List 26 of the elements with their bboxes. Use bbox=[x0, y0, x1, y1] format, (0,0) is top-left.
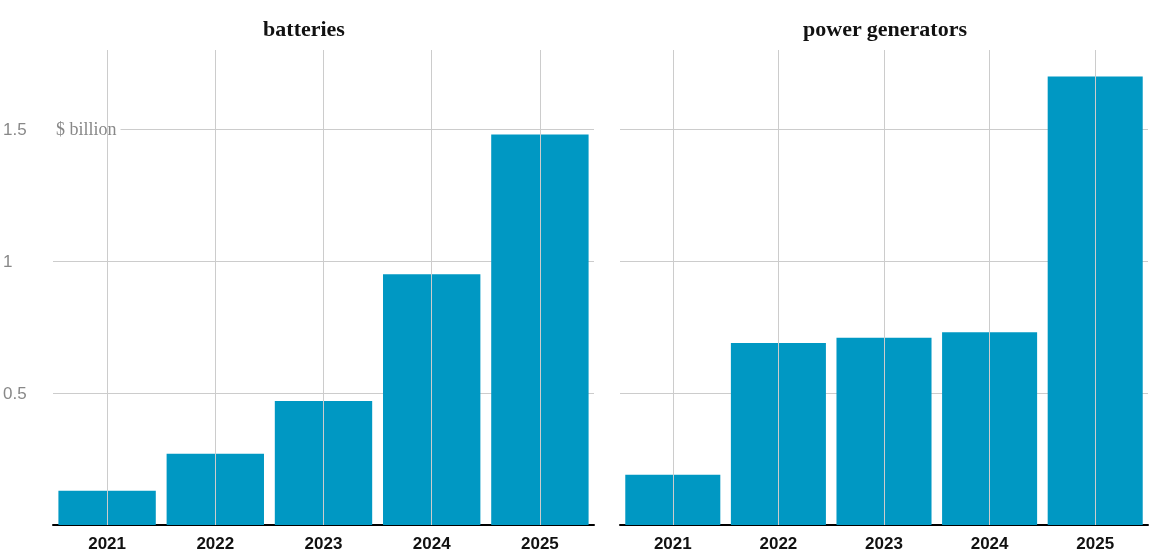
bar bbox=[1047, 76, 1143, 525]
y-tick-label: 1.5 bbox=[3, 119, 27, 139]
bar bbox=[274, 400, 373, 525]
bar bbox=[491, 134, 589, 525]
chart-title: batteries bbox=[263, 15, 346, 41]
x-tick-label: 2022 bbox=[759, 534, 798, 553]
bar bbox=[730, 342, 826, 525]
bar bbox=[383, 274, 481, 525]
x-tick-label: 2025 bbox=[1076, 534, 1115, 553]
x-tick-label: 2021 bbox=[653, 534, 692, 553]
bar bbox=[166, 453, 264, 525]
bar bbox=[836, 337, 932, 525]
bar bbox=[58, 490, 156, 525]
y-axis-title: $ billion bbox=[56, 119, 117, 140]
x-tick-label: 2021 bbox=[88, 534, 127, 553]
x-tick-label: 2023 bbox=[304, 534, 343, 553]
bar bbox=[942, 332, 1038, 525]
x-tick-label: 2023 bbox=[865, 534, 903, 553]
x-tick-label: 2024 bbox=[412, 534, 452, 553]
bar bbox=[625, 474, 721, 525]
x-tick-label: 2024 bbox=[970, 534, 1010, 553]
y-tick-label: 1 bbox=[3, 251, 13, 271]
x-tick-label: 2022 bbox=[196, 534, 235, 553]
x-tick-label: 2025 bbox=[520, 534, 559, 553]
y-tick-label: 0.5 bbox=[3, 383, 27, 403]
chart-title: power generators bbox=[803, 15, 968, 41]
